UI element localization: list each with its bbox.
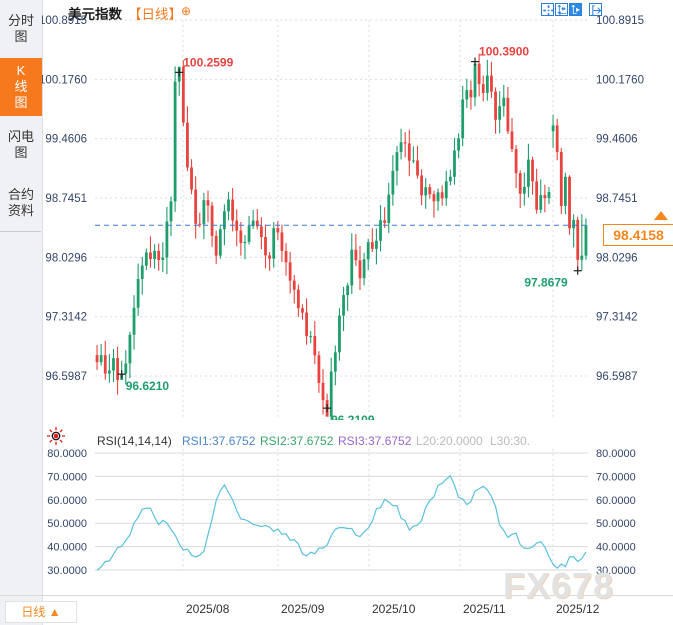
svg-text:96.5987: 96.5987 — [596, 371, 638, 383]
svg-text:98.7451: 98.7451 — [45, 193, 87, 205]
svg-text:100.1760: 100.1760 — [42, 74, 87, 86]
svg-text:100.8915: 100.8915 — [596, 15, 644, 27]
svg-text:98.0296: 98.0296 — [45, 252, 87, 264]
svg-text:96.6210: 96.6210 — [126, 379, 170, 393]
svg-text:70.0000: 70.0000 — [47, 471, 87, 483]
svg-text:97.3142: 97.3142 — [596, 312, 638, 324]
svg-text:97.3142: 97.3142 — [45, 312, 87, 324]
svg-text:100.1760: 100.1760 — [596, 74, 644, 86]
svg-text:100.2599: 100.2599 — [183, 55, 233, 69]
svg-text:96.2109: 96.2109 — [331, 413, 375, 420]
svg-text:40.0000: 40.0000 — [47, 542, 87, 554]
svg-text:80.0000: 80.0000 — [596, 448, 636, 460]
svg-text:98.0296: 98.0296 — [596, 252, 638, 264]
svg-text:80.0000: 80.0000 — [47, 448, 87, 460]
svg-text:50.0000: 50.0000 — [47, 518, 87, 530]
svg-text:50.0000: 50.0000 — [596, 518, 636, 530]
svg-text:40.0000: 40.0000 — [596, 542, 636, 554]
svg-text:60.0000: 60.0000 — [47, 495, 87, 507]
svg-text:97.8679: 97.8679 — [524, 276, 568, 290]
svg-text:100.3900: 100.3900 — [479, 45, 529, 59]
svg-text:99.4606: 99.4606 — [596, 134, 638, 146]
svg-text:96.5987: 96.5987 — [45, 371, 87, 383]
svg-text:30.0000: 30.0000 — [47, 565, 87, 577]
svg-text:99.4606: 99.4606 — [45, 134, 87, 146]
svg-text:98.7451: 98.7451 — [596, 193, 638, 205]
svg-text:100.8915: 100.8915 — [42, 15, 87, 27]
svg-text:60.0000: 60.0000 — [596, 495, 636, 507]
svg-text:70.0000: 70.0000 — [596, 471, 636, 483]
